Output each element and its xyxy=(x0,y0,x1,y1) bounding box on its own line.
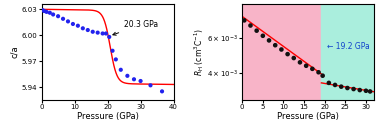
Point xyxy=(254,30,260,32)
Point xyxy=(50,13,56,16)
Bar xyxy=(242,4,321,100)
Point xyxy=(60,18,66,20)
Point xyxy=(90,31,96,33)
Point xyxy=(113,58,119,61)
Point xyxy=(241,19,247,22)
Point xyxy=(65,20,71,22)
Point xyxy=(350,88,356,90)
Point xyxy=(106,36,112,38)
Point xyxy=(41,10,47,12)
Y-axis label: c/a: c/a xyxy=(10,46,19,58)
X-axis label: Pressure (GPa): Pressure (GPa) xyxy=(277,112,339,121)
Point xyxy=(320,75,326,77)
Point xyxy=(297,61,303,63)
Point xyxy=(309,68,315,70)
Point xyxy=(260,35,266,37)
Point xyxy=(332,84,338,86)
Point xyxy=(40,9,46,11)
Point xyxy=(55,15,61,17)
Point xyxy=(118,69,124,71)
Point xyxy=(100,32,106,35)
Point xyxy=(248,24,254,27)
Point xyxy=(70,23,76,25)
Point xyxy=(75,25,81,27)
X-axis label: Pressure (GPa): Pressure (GPa) xyxy=(77,112,138,121)
Point xyxy=(124,75,130,77)
Point xyxy=(272,44,278,46)
Point xyxy=(326,82,332,84)
Point xyxy=(278,48,284,51)
Point xyxy=(85,29,91,31)
Text: ← 19.2 GPa: ← 19.2 GPa xyxy=(327,42,370,51)
Point xyxy=(138,80,144,82)
Point xyxy=(316,71,322,73)
Point xyxy=(103,32,109,35)
Point xyxy=(266,39,272,42)
Point xyxy=(344,87,350,89)
Point xyxy=(110,50,116,52)
Point xyxy=(357,89,363,91)
Point xyxy=(338,85,344,88)
Y-axis label: $R_{\rm H}$ (cm$^3$C$^{-1}$): $R_{\rm H}$ (cm$^3$C$^{-1}$) xyxy=(192,28,206,76)
Point xyxy=(47,12,53,14)
Text: 20.3 GPa: 20.3 GPa xyxy=(113,20,158,35)
Point xyxy=(159,90,165,92)
Point xyxy=(367,90,373,93)
Point xyxy=(43,11,50,13)
Point xyxy=(147,84,153,86)
Point xyxy=(285,53,291,55)
Bar xyxy=(321,4,374,100)
Point xyxy=(94,32,101,34)
Point xyxy=(363,90,369,92)
Point xyxy=(291,57,297,59)
Point xyxy=(131,78,137,80)
Point xyxy=(80,27,86,29)
Point xyxy=(303,65,309,67)
